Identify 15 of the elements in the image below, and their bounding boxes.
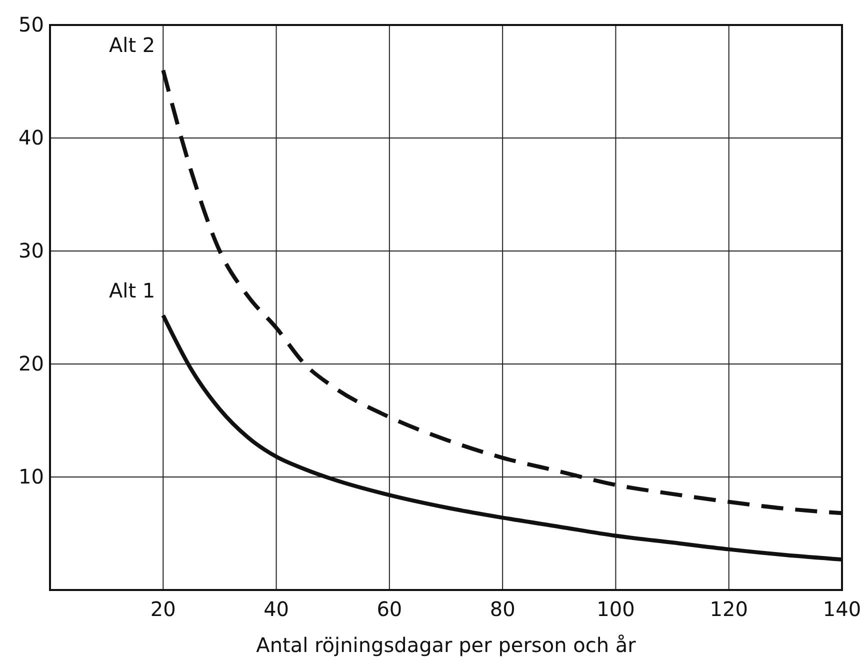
x-tick-label: 140 [822,597,862,622]
y-tick-label: 40 [18,125,44,150]
x-tick-label: 20 [150,597,176,622]
series-label: Alt 1 [108,278,156,302]
x-tick-label: 100 [596,597,635,622]
x-tick-label: 40 [264,597,290,622]
x-tick-label: 60 [376,597,402,622]
y-tick-label: 10 [18,464,44,488]
y-tick-label: 50 [18,12,44,36]
series-label: Alt 2 [108,33,156,58]
y-tick-label: 30 [18,238,44,262]
x-tick-label: 80 [490,597,516,622]
y-tick-label: 20 [18,351,44,376]
x-axis-title: Antal röjningsdagar per person och år [256,633,637,657]
x-tick-label: 120 [710,597,748,622]
